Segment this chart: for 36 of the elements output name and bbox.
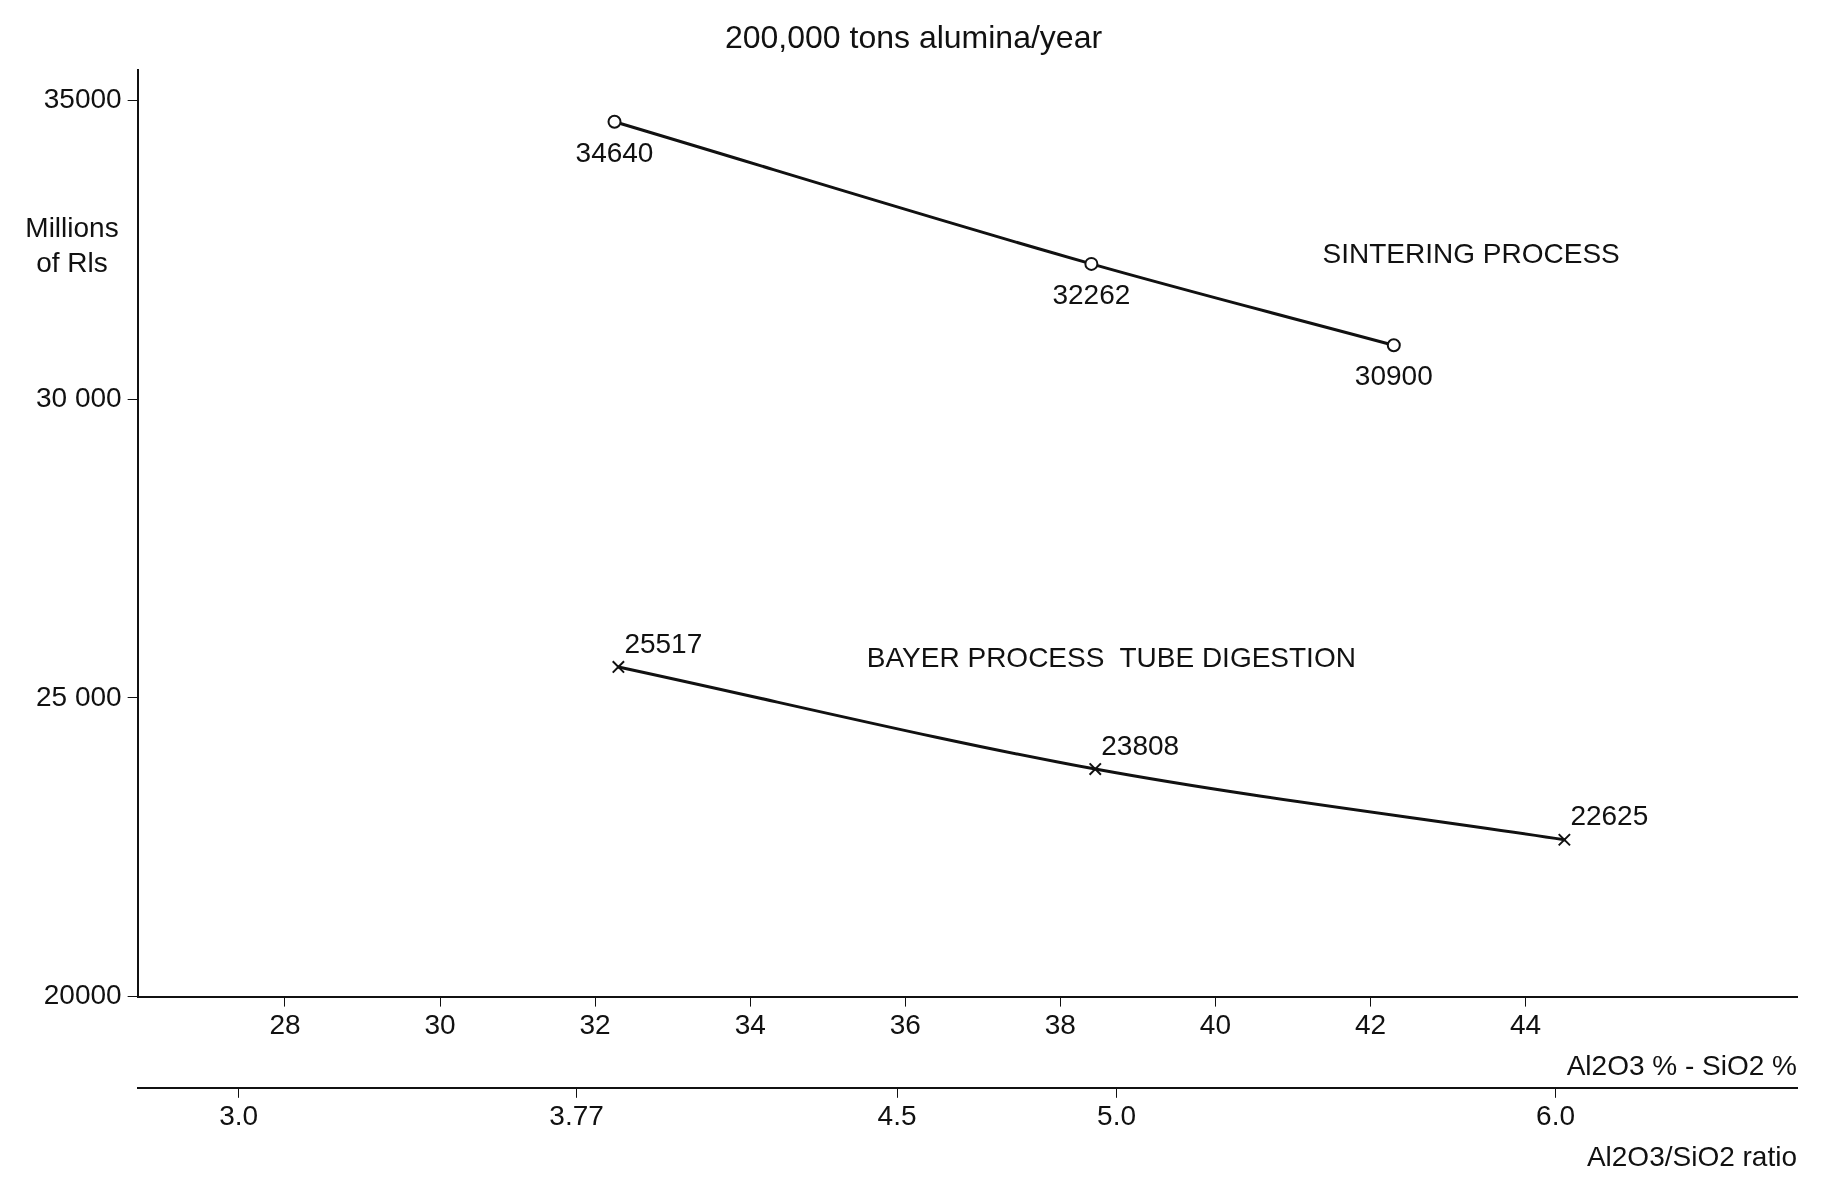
x-tick-label: 44 (1510, 1009, 1542, 1041)
y-tick-label: 30 000 (36, 381, 122, 413)
x2-tick-label: 3.0 (219, 1100, 259, 1132)
x-tick-label: 42 (1354, 1009, 1387, 1041)
series-label: BAYER PROCESS TUBE DIGESTION (866, 641, 1356, 673)
data-label: 25517 (624, 627, 703, 659)
data-label: 32262 (1052, 278, 1131, 310)
x-tick-label: 28 (269, 1009, 301, 1041)
x2-tick-label: 6.0 (1536, 1100, 1576, 1132)
x-tick-label: 30 (424, 1009, 456, 1041)
point (611, 660, 626, 674)
y-tick-label: 20000 (43, 979, 122, 1011)
point (1084, 256, 1099, 271)
point (1386, 338, 1401, 353)
data-label: 22625 (1570, 800, 1649, 832)
point (1088, 762, 1102, 776)
x2-tick-label: 4.5 (877, 1100, 917, 1132)
chart-title: 200,000 tons alumina/year (724, 19, 1103, 56)
y-axis-title: Millions of Rls (25, 212, 119, 278)
y-tick-label: 25 000 (36, 680, 122, 712)
x-tick-label: 40 (1199, 1009, 1232, 1041)
x2-tick-label: 3.77 (549, 1100, 604, 1132)
point (1557, 833, 1572, 847)
x-axis-title: Al2O3 % - SiO2 % (1566, 1049, 1797, 1081)
series-label: SINTERING PROCESS (1322, 238, 1620, 270)
x2-axis-title: Al2O3/SiO2 ratio (1586, 1140, 1797, 1172)
x-tick-label: 34 (734, 1009, 766, 1041)
data-label: 34640 (575, 136, 654, 168)
x-tick-label: 32 (579, 1009, 611, 1041)
y-tick-label: 35000 (43, 83, 122, 114)
point (607, 114, 622, 129)
data-label: 23808 (1101, 729, 1180, 761)
x2-tick-label: 5.0 (1097, 1100, 1137, 1132)
x-tick-label: 38 (1044, 1009, 1076, 1041)
data-label: 30900 (1354, 359, 1433, 391)
x-tick-label: 36 (889, 1009, 921, 1041)
